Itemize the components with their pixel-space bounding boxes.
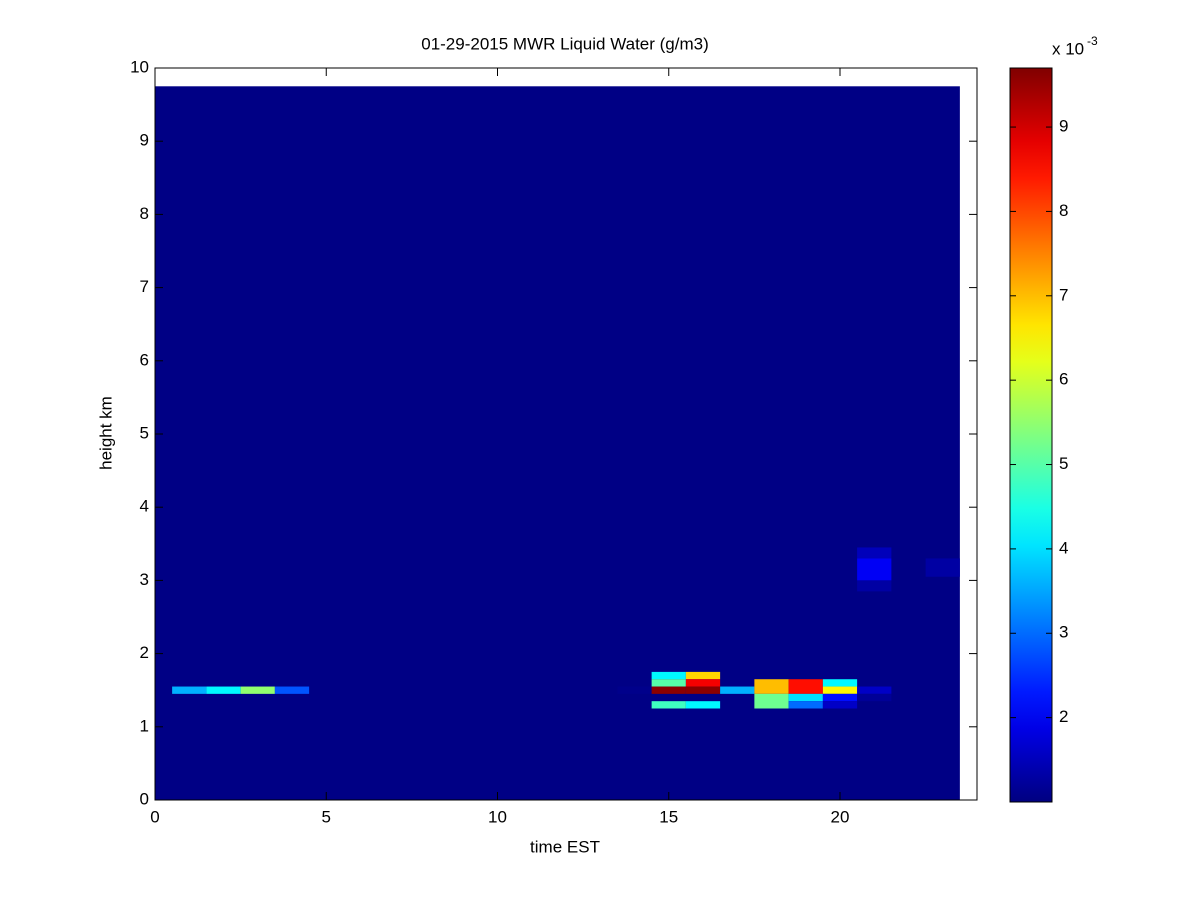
x-tick-label: 5: [322, 807, 331, 826]
heatmap-cell: [857, 686, 892, 694]
colorbar-tick-label: 7: [1059, 285, 1068, 304]
y-tick-label: 8: [140, 204, 149, 223]
x-tick-label: 15: [659, 807, 678, 826]
y-tick-label: 2: [140, 643, 149, 662]
heatmap-cell: [274, 686, 310, 694]
heatmap-cell: [172, 686, 207, 694]
y-axis-label: height km: [96, 396, 115, 470]
heatmap-cell: [651, 671, 686, 680]
heatmap-cell: [240, 686, 275, 694]
colorbar: [1009, 67, 1053, 803]
heatmap-cell: [685, 686, 721, 694]
x-tick-label: 20: [831, 807, 850, 826]
y-tick-label: 9: [140, 131, 149, 150]
x-tick-label: 0: [150, 807, 159, 826]
heatmap-cell: [685, 679, 721, 687]
colorbar-tick-label: 4: [1059, 538, 1068, 557]
heatmap-cell: [788, 693, 823, 702]
heatmap-cell: [857, 558, 892, 581]
heatmap-cell: [651, 679, 686, 687]
colorbar-tick-label: 6: [1059, 370, 1068, 389]
heatmap-cell: [788, 679, 823, 694]
colorbar-exponent: -3: [1087, 34, 1098, 48]
heatmap-cell: [822, 686, 858, 694]
heatmap-cell: [857, 693, 892, 702]
heatmap-cell: [822, 679, 858, 687]
heatmap-cell: [720, 686, 755, 694]
y-tick-label: 0: [140, 789, 149, 808]
heatmap-cell: [206, 686, 241, 694]
heatmap-cell: [754, 693, 789, 709]
heatmap-cell: [685, 671, 721, 680]
colorbar-tick-label: 9: [1059, 117, 1068, 136]
colorbar-tick-label: 8: [1059, 201, 1068, 220]
x-axis-label: time EST: [530, 837, 600, 856]
heatmap-cell: [857, 580, 892, 592]
heatmap-cell: [822, 693, 858, 702]
heatmap-cell: [925, 558, 960, 577]
heatmap-cell: [651, 686, 686, 694]
y-tick-label: 7: [140, 277, 149, 296]
heatmap-cell: [822, 701, 858, 709]
y-tick-label: 10: [130, 57, 149, 76]
y-tick-label: 4: [140, 497, 149, 516]
chart-title: 01-29-2015 MWR Liquid Water (g/m3): [421, 34, 709, 53]
heatmap-cell: [651, 701, 686, 709]
heatmap-cell: [754, 679, 789, 694]
colorbar-multiplier: x 10: [1052, 39, 1084, 58]
heatmap-cell: [685, 701, 721, 709]
y-tick-label: 5: [140, 423, 149, 442]
y-tick-label: 6: [140, 350, 149, 369]
y-tick-label: 1: [140, 716, 149, 735]
heatmap-cell: [857, 547, 892, 559]
x-tick-label: 10: [488, 807, 507, 826]
heatmap-cell: [788, 701, 823, 709]
y-tick-label: 3: [140, 570, 149, 589]
heatmap-cell: [617, 686, 652, 694]
colorbar-tick-label: 3: [1059, 623, 1068, 642]
colorbar-tick-label: 2: [1059, 707, 1068, 726]
colorbar-tick-label: 5: [1059, 454, 1068, 473]
